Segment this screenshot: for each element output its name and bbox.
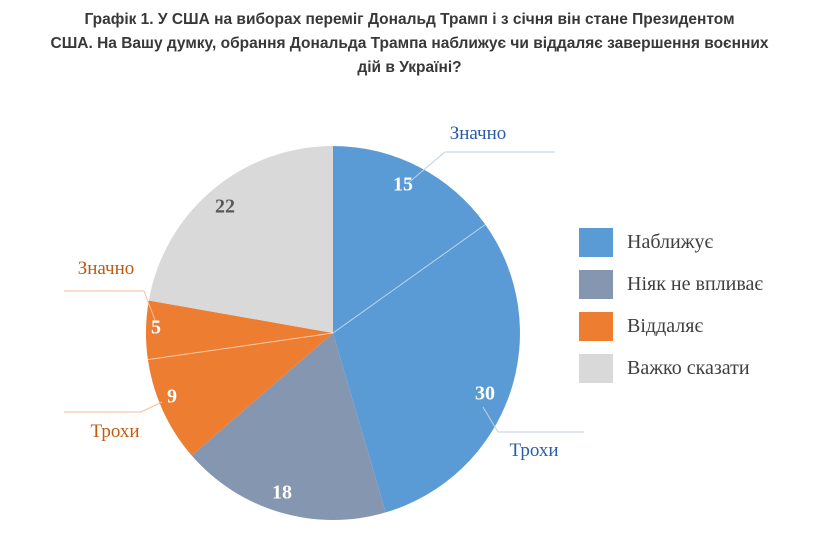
value-label-Ніяк не впливає: 18 (272, 481, 292, 504)
pie-slice-Віддаляє-Значно (145, 300, 333, 360)
legend-item-Віддаляє: Віддаляє (579, 311, 763, 341)
chart-title-line-1: Графік 1. У США на виборах переміг Донал… (84, 11, 735, 28)
value-label-Віддаляє: 5 (151, 316, 161, 339)
value-label-Наближує: 15 (393, 173, 413, 196)
value-label-Наближує: 30 (475, 382, 495, 405)
legend-swatch-icon (579, 353, 613, 383)
chart-title-line-3: дій в Україні? (357, 59, 462, 76)
legend-item-Важко сказати: Важко сказати (579, 353, 763, 383)
legend: Наближує Ніяк не впливає Віддаляє Важко ска… (579, 227, 763, 395)
legend-swatch-icon (579, 269, 613, 299)
legend-label: Важко сказати (627, 356, 750, 379)
leader-line-Значно-5 (64, 290, 156, 321)
sub-slice-divider-line (332, 224, 486, 334)
value-label-Важко сказати: 22 (215, 195, 235, 218)
pie-slice-Ніяк не впливає (191, 333, 386, 520)
callout-label-Значно-5: Значно (77, 258, 135, 279)
legend-item-Наближує: Наближує (579, 227, 763, 257)
legend-swatch-icon (579, 311, 613, 341)
leader-line-Трохи-30 (482, 406, 584, 433)
sub-slice-divider-line (147, 332, 334, 361)
chart-title: Графік 1. У США на виборах переміг Донал… (10, 8, 809, 80)
pie-slice-Віддаляє-Трохи (147, 333, 333, 456)
pie-slice-Наближує-Трохи (333, 224, 520, 513)
pie-slice-Важко сказати (148, 146, 333, 333)
legend-label: Віддаляє (627, 314, 704, 337)
callout-label-Трохи-30: Трохи (509, 440, 559, 461)
chart-title-line-2: США. На Вашу думку, обрання Дональда Тра… (50, 35, 769, 52)
legend-item-Ніяк не впливає: Ніяк не впливає (579, 269, 763, 299)
leader-line-Значно-15 (406, 151, 555, 185)
legend-swatch-icon (579, 227, 613, 257)
value-label-Віддаляє: 9 (167, 385, 177, 408)
pie-slice-Наближує-Значно (333, 146, 486, 333)
legend-label: Ніяк не впливає (627, 272, 763, 295)
legend-label: Наближує (627, 230, 714, 253)
callout-label-Трохи-9: Трохи (90, 421, 140, 442)
callout-label-Значно-15: Значно (449, 123, 507, 144)
leader-line-Трохи-9 (64, 401, 163, 413)
